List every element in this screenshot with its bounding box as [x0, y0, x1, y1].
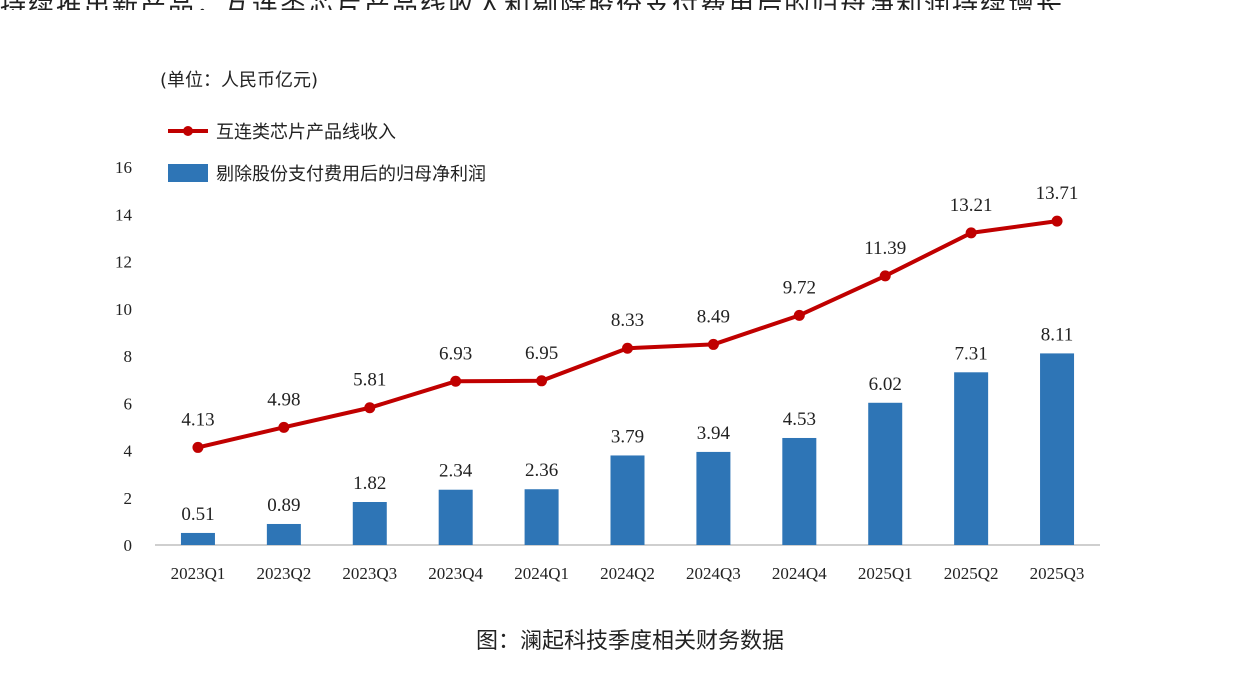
bar-data-label: 6.02 — [869, 374, 902, 395]
bar-data-label: 8.11 — [1041, 324, 1074, 345]
cropped-heading: 持续推出新产品，互连类芯片产品线收入和剔除股份支付费用后的归母净利润持续增长 — [0, 0, 1260, 10]
y-tick-label: 12 — [115, 253, 132, 272]
bar-data-label: 0.89 — [267, 495, 300, 516]
line-point — [707, 338, 719, 350]
bar-data-label: 1.82 — [353, 473, 386, 494]
x-tick-label: 2024Q3 — [686, 564, 741, 583]
bar-data-label: 2.34 — [439, 461, 473, 482]
bar — [524, 489, 559, 545]
line-point — [364, 402, 376, 414]
x-tick-label: 2024Q4 — [772, 564, 827, 583]
line-point — [278, 421, 290, 433]
bar — [438, 489, 473, 545]
figure-caption: 图：澜起科技季度相关财务数据 — [475, 629, 784, 654]
bar — [954, 372, 989, 545]
y-tick-label: 0 — [124, 536, 133, 555]
line-point — [1051, 215, 1063, 227]
bar-data-label: 2.36 — [525, 460, 558, 481]
bar-data-label: 4.53 — [783, 409, 816, 430]
bar — [352, 502, 387, 545]
legend-bar-swatch — [168, 164, 208, 182]
line-point — [965, 227, 977, 239]
x-tick-label: 2023Q4 — [428, 564, 483, 583]
bar-data-label: 3.79 — [611, 426, 644, 447]
bar — [868, 402, 903, 545]
y-tick-label: 8 — [124, 347, 133, 366]
bar — [782, 437, 817, 545]
x-tick-label: 2025Q2 — [944, 564, 999, 583]
x-tick-label: 2024Q1 — [514, 564, 569, 583]
y-tick-label: 14 — [115, 205, 133, 224]
legend-line-swatch — [168, 121, 208, 141]
x-tick-label: 2024Q2 — [600, 564, 655, 583]
bar — [266, 523, 301, 545]
line-data-label: 11.39 — [864, 238, 906, 259]
x-tick-label: 2025Q1 — [858, 564, 913, 583]
y-tick-label: 10 — [115, 300, 132, 319]
unit-label: (单位：人民币亿元) — [160, 70, 319, 91]
x-tick-label: 2023Q2 — [256, 564, 311, 583]
legend-item-bar: 剔除股份支付费用后的归母净利润 — [168, 158, 486, 188]
y-tick-label: 6 — [124, 394, 133, 413]
line-data-label: 9.72 — [783, 277, 816, 298]
line-point — [450, 375, 462, 387]
y-tick-label: 16 — [115, 158, 132, 177]
bar — [1040, 353, 1075, 545]
line-data-label: 8.49 — [697, 306, 730, 327]
line-data-label: 4.13 — [181, 409, 214, 430]
bar — [696, 451, 731, 545]
legend-line-label: 互连类芯片产品线收入 — [216, 122, 396, 143]
line-point — [879, 270, 891, 282]
x-tick-label: 2025Q3 — [1030, 564, 1085, 583]
line-data-label: 5.81 — [353, 370, 386, 391]
line-data-label: 13.71 — [1036, 183, 1079, 204]
bar — [180, 532, 215, 545]
line-data-label: 13.21 — [950, 195, 993, 216]
legend-bar-label: 剔除股份支付费用后的归母净利润 — [216, 164, 486, 185]
line-data-label: 8.33 — [611, 310, 644, 331]
line-data-label: 4.98 — [267, 389, 300, 410]
y-tick-label: 4 — [124, 442, 133, 461]
line-point — [622, 342, 633, 354]
line-data-label: 6.95 — [525, 343, 558, 364]
bar-data-label: 0.51 — [181, 504, 214, 525]
legend-item-line: 互连类芯片产品线收入 — [168, 116, 486, 146]
legend: 互连类芯片产品线收入 剔除股份支付费用后的归母净利润 — [168, 116, 486, 200]
y-tick-label: 2 — [124, 489, 133, 508]
bar-data-label: 3.94 — [697, 423, 731, 444]
line-point — [192, 441, 204, 453]
line-data-label: 6.93 — [439, 343, 472, 364]
bar — [610, 455, 645, 545]
x-tick-label: 2023Q3 — [342, 564, 397, 583]
line-point — [536, 375, 548, 387]
bar-data-label: 7.31 — [955, 343, 988, 364]
line-series — [197, 219, 1058, 450]
line-point — [793, 309, 805, 321]
x-tick-label: 2023Q1 — [171, 564, 226, 583]
